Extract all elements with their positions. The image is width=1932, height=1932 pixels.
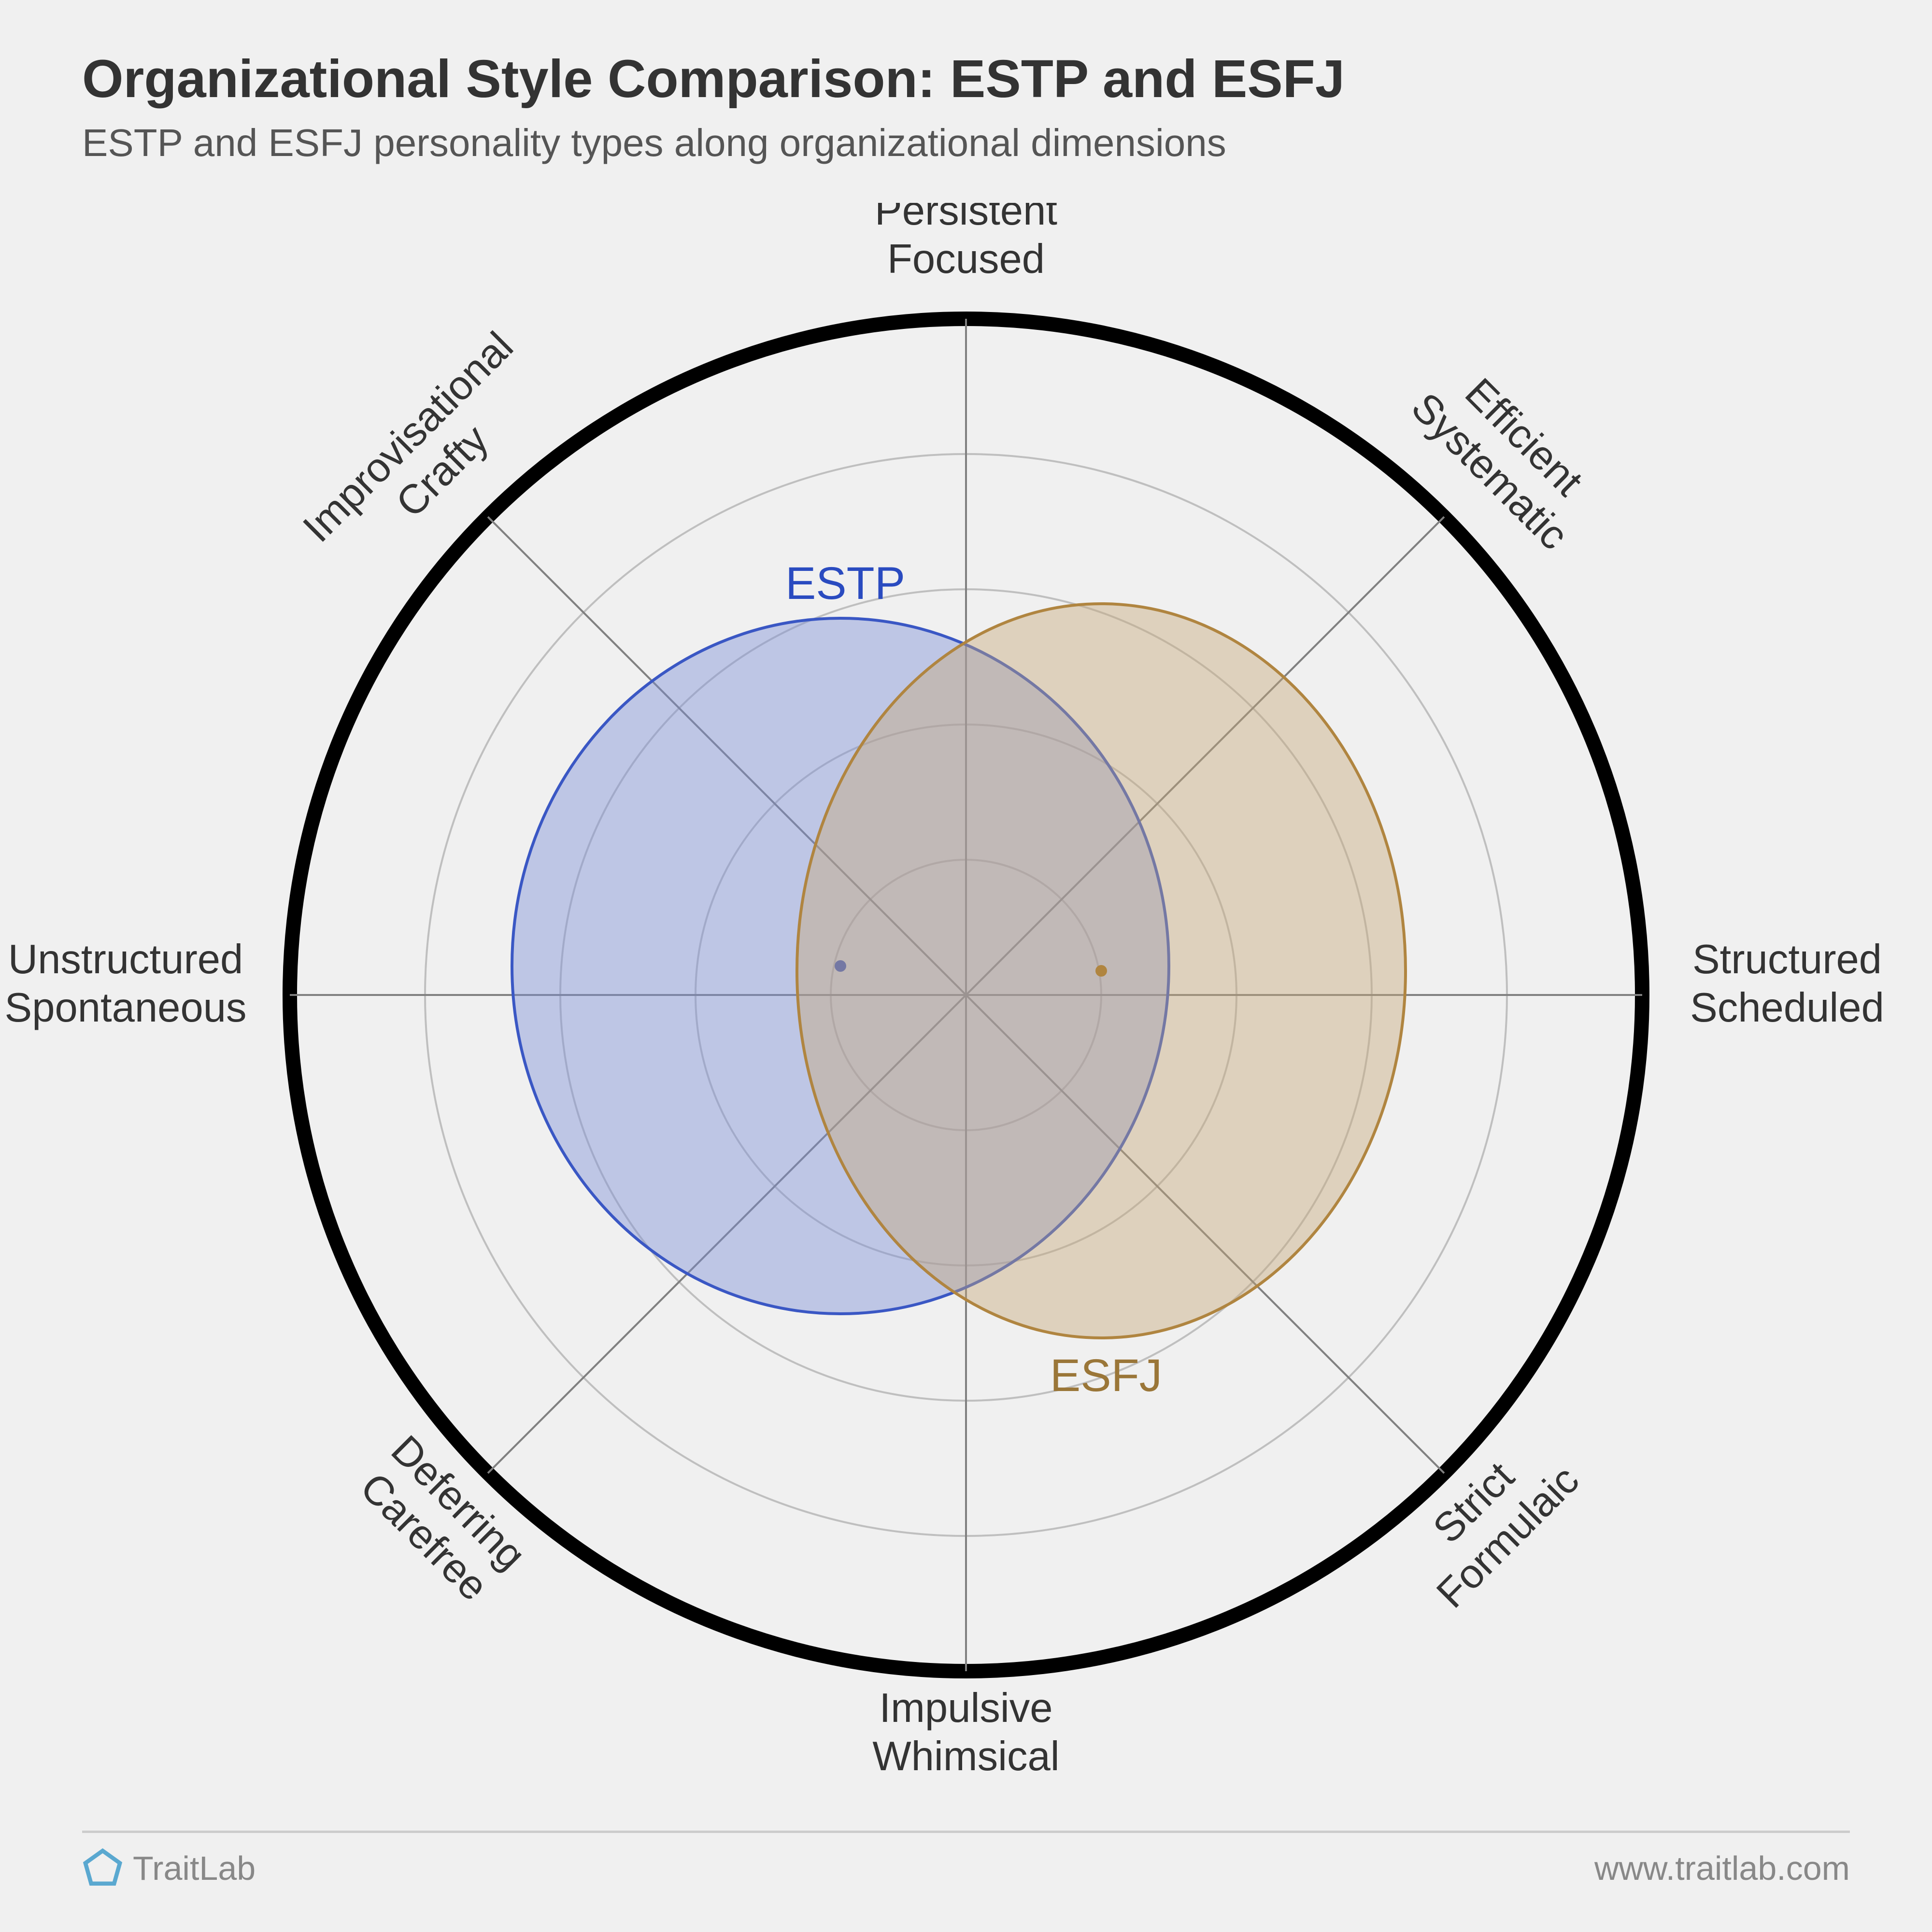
axis-label: ImpulsiveWhimsical — [872, 1685, 1059, 1779]
svg-text:Spontaneous: Spontaneous — [5, 985, 247, 1031]
footer-url: www.traitlab.com — [1594, 1849, 1850, 1888]
footer-brand: TraitLab — [82, 1847, 256, 1889]
brand-text: TraitLab — [133, 1849, 256, 1888]
svg-text:Structured: Structured — [1692, 937, 1882, 982]
svg-text:Unstructured: Unstructured — [8, 937, 243, 982]
axis-label: UnstructuredSpontaneous — [5, 937, 247, 1031]
radar-chart: ESTPESFJPersistentFocusedEfficientSystem… — [0, 203, 1932, 1797]
svg-text:Persistent: Persistent — [875, 203, 1057, 234]
chart-container: Organizational Style Comparison: ESTP an… — [0, 0, 1932, 1932]
pentagon-icon — [82, 1847, 123, 1889]
svg-text:Whimsical: Whimsical — [872, 1733, 1059, 1779]
chart-title: Organizational Style Comparison: ESTP an… — [82, 48, 1345, 110]
svg-text:Focused: Focused — [887, 236, 1045, 282]
series-label-esfj: ESFJ — [1050, 1350, 1162, 1401]
chart-subtitle: ESTP and ESFJ personality types along or… — [82, 121, 1226, 165]
axis-label: PersistentFocused — [875, 203, 1057, 282]
axis-label: StructuredScheduled — [1690, 937, 1884, 1031]
series-label-estp: ESTP — [785, 558, 905, 609]
footer: TraitLab www.traitlab.com — [82, 1831, 1850, 1889]
svg-text:Impulsive: Impulsive — [879, 1685, 1052, 1731]
svg-text:Scheduled: Scheduled — [1690, 985, 1884, 1031]
series-center-esfj — [1095, 965, 1107, 977]
